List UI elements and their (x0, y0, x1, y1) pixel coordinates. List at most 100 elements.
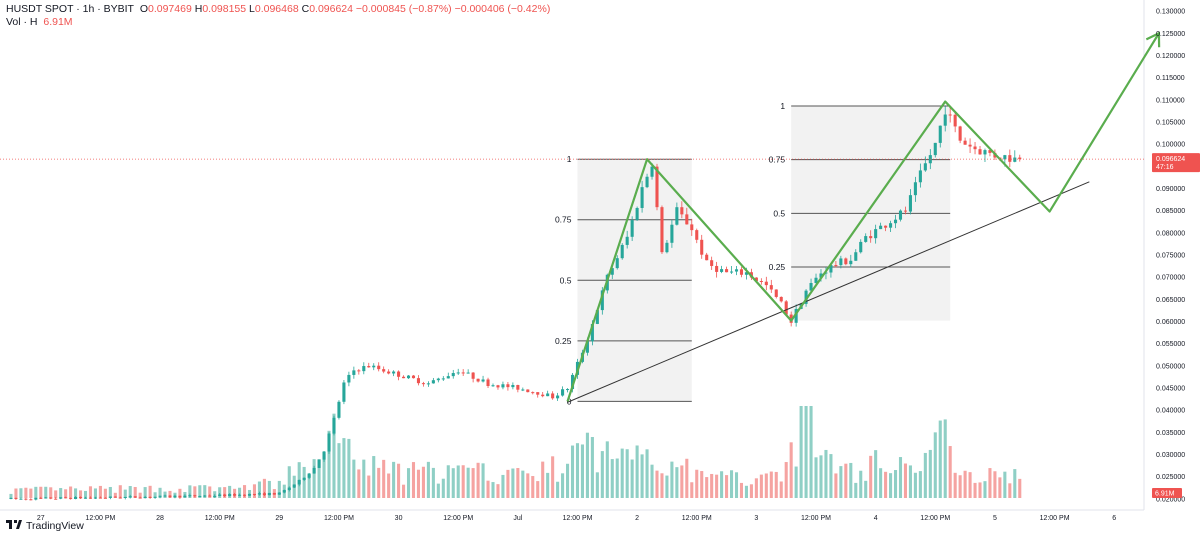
volume-bar (382, 459, 386, 498)
candle-body (441, 378, 445, 380)
candle (759, 278, 763, 285)
volume-bar (854, 482, 858, 498)
candle-body (252, 493, 257, 495)
volume-bar (322, 454, 326, 498)
candle-body (446, 376, 450, 379)
candle-body (526, 389, 530, 393)
volume-bar (357, 469, 361, 498)
volume-label[interactable]: Vol · H (6, 16, 38, 28)
price-tick-label: 0.035000 (1156, 430, 1185, 437)
candle-body (88, 497, 93, 499)
candle (725, 266, 729, 273)
candle-body (630, 220, 634, 237)
candle (257, 491, 261, 496)
volume-bar (600, 451, 604, 498)
candle-body (431, 380, 435, 384)
candle (387, 369, 391, 375)
volume-bar (277, 480, 281, 498)
volume-bar (79, 490, 83, 498)
volume-bar (595, 472, 599, 498)
candle-body (556, 395, 560, 399)
candle-body (819, 273, 823, 278)
volume-bar (103, 488, 107, 498)
candle (93, 496, 97, 499)
candle (392, 370, 396, 377)
volume-bar (347, 438, 351, 498)
volume-bar (98, 485, 102, 498)
candle-body (307, 473, 311, 478)
symbol-name[interactable]: HUSDT SPOT · 1h · BYBIT (6, 3, 134, 15)
candle (774, 289, 778, 299)
tradingview-logo[interactable]: TradingView (6, 520, 84, 532)
time-tick-label: 6 (1112, 515, 1116, 522)
candle-body (879, 225, 883, 230)
candle-body (968, 144, 972, 147)
candle-body (725, 269, 729, 273)
candle (198, 495, 202, 498)
volume-bar (461, 465, 465, 498)
candle-body (1018, 157, 1022, 160)
price-tick-label: 0.100000 (1156, 142, 1185, 149)
candle-body (794, 308, 798, 323)
volume-bar (242, 485, 247, 498)
candle-series (9, 106, 1022, 501)
candle-body (411, 375, 416, 379)
volume-bar (625, 449, 629, 498)
candle-body (541, 394, 545, 397)
volume-bar (779, 481, 783, 498)
volume-bar (83, 490, 88, 498)
candle (83, 496, 88, 499)
volume-bar (978, 482, 982, 498)
candle (685, 207, 689, 225)
volume-bar (665, 475, 669, 498)
candle-body (208, 495, 212, 497)
candle-body (973, 146, 977, 150)
candle (720, 265, 724, 274)
price-tick-label: 0.040000 (1156, 408, 1185, 415)
candle-body (183, 495, 187, 498)
volume-bar (372, 456, 376, 498)
volume-bar (630, 459, 634, 498)
candle-body (377, 365, 381, 370)
volume-bar (431, 467, 435, 498)
candle (19, 497, 23, 500)
candle (933, 142, 937, 158)
volume-bar (178, 488, 182, 498)
volume-bar (705, 477, 709, 498)
volume-bar (839, 466, 843, 498)
candle-body (476, 378, 480, 382)
volume-bar (287, 466, 291, 498)
candle-body (1008, 155, 1012, 162)
price-tick-label: 0.060000 (1156, 319, 1185, 326)
fib-level-label: 0.5 (560, 275, 572, 285)
candle-body (829, 265, 833, 273)
tradingview-logo-icon (6, 520, 22, 532)
volume-bar (685, 458, 689, 498)
candle (203, 494, 207, 498)
candle-body (123, 497, 127, 499)
volume-bar (511, 468, 515, 498)
candle (978, 146, 982, 155)
fib-level-label: 1 (780, 101, 785, 111)
volume-bar (913, 472, 917, 498)
volume-bar (729, 470, 734, 498)
volume-bar (948, 446, 952, 498)
volume-bar (889, 473, 893, 498)
candle (118, 496, 122, 499)
volume-bar (764, 473, 768, 498)
volume-bar (809, 406, 813, 498)
volume-bar (784, 462, 788, 498)
candle (769, 279, 773, 293)
fib-level-label: 0.25 (555, 336, 572, 346)
candle-body (138, 497, 142, 499)
candle (784, 300, 788, 316)
candle (367, 362, 371, 368)
candle-body (64, 497, 68, 499)
time-tick-label: 28 (156, 515, 164, 522)
candle (943, 106, 947, 132)
price-tick-label: 0.075000 (1156, 253, 1185, 260)
candle-body (923, 163, 927, 171)
candle (352, 366, 356, 379)
